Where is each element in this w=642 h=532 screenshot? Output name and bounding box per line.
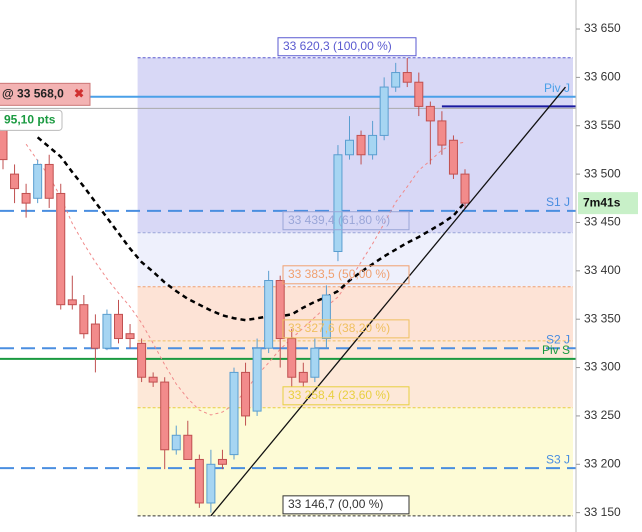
candle-body (183, 434, 193, 460)
fib-label: 33 620,3 (100,00 %) (283, 39, 392, 53)
fib-label: 33 146,7 (0,00 %) (288, 497, 383, 511)
fib-label-box (282, 386, 410, 406)
y-tick-label: 33 200 (584, 456, 621, 470)
pnl-label: 95,10 pts (4, 113, 56, 127)
trend-line (210, 86, 566, 517)
fib-label: 33 258,4 (23,60 %) (288, 388, 390, 402)
candle-body (425, 105, 435, 122)
candle-body (437, 120, 447, 146)
candle-body (114, 313, 123, 340)
pivot-label: S3 J (546, 452, 570, 466)
candle-body (33, 163, 43, 199)
candle-body (275, 280, 285, 340)
candle-body (194, 458, 204, 504)
candle-body (264, 280, 274, 349)
candle-body (460, 173, 470, 204)
candle-body (125, 333, 135, 340)
pivot-label: S2 J (546, 332, 570, 346)
pivot-label: Piv S (542, 343, 570, 357)
y-tick-label: 33 600 (584, 70, 621, 84)
timer-label: 7m41s (583, 195, 621, 209)
pivot-label: S1 J (546, 195, 570, 209)
candle-body (10, 173, 20, 190)
candle-body (56, 192, 66, 306)
candle-body (333, 154, 343, 252)
y-tick-label: 33 400 (584, 263, 621, 277)
fib-label-box (277, 37, 417, 57)
fib-label-box (282, 211, 410, 231)
candle-body (44, 163, 54, 199)
y-tick-label: 33 550 (584, 118, 621, 132)
candle-body (321, 294, 331, 340)
candle-body (79, 304, 89, 335)
candle-body (414, 81, 424, 107)
candle-body (241, 371, 251, 417)
y-tick-label: 33 150 (584, 505, 621, 519)
fib-zone (137, 340, 573, 408)
fib-label-box (282, 319, 410, 339)
candle-body (148, 376, 158, 383)
candle-body (356, 134, 366, 156)
fib-zone (137, 286, 573, 341)
candle-body (217, 458, 227, 465)
fib-label-box (282, 265, 410, 285)
pivot-label: Piv J (544, 81, 570, 95)
fib-label-box (282, 495, 410, 515)
candle-body (379, 86, 389, 136)
fib-zone (137, 57, 573, 233)
pnl-box (0, 109, 63, 131)
order-label: @ 33 568,0 (2, 87, 64, 101)
candle-body (206, 463, 216, 504)
candle-body (252, 347, 262, 412)
order-box (0, 82, 91, 106)
y-tick-label: 33 500 (584, 166, 621, 180)
close-order[interactable]: ✖ (74, 87, 84, 101)
candle-body (160, 381, 170, 451)
y-tick-label: 33 350 (584, 311, 621, 325)
candle-body (448, 139, 458, 175)
candle-body (102, 313, 112, 349)
fib-zone (137, 232, 573, 287)
candle-body (391, 72, 401, 88)
timer-box (578, 192, 638, 215)
moving-average (36, 136, 466, 322)
y-tick-label: 33 650 (584, 21, 621, 35)
fib-label: 33 439,4 (61,80 %) (288, 213, 390, 227)
candle-body (90, 323, 100, 349)
candle-body (21, 192, 31, 204)
fib-label: 33 327,6 (38,20 %) (288, 321, 390, 335)
candle-body (402, 72, 412, 83)
fib-label: 33 383,5 (50,00 %) (288, 267, 390, 281)
y-tick-label: 33 250 (584, 408, 621, 422)
candle-body (137, 342, 147, 378)
candle-body (345, 139, 354, 156)
candle-body (67, 299, 77, 306)
y-tick-label: 33 300 (584, 360, 621, 374)
candle-body (368, 134, 378, 156)
candle-body (310, 347, 320, 378)
candle-body (171, 434, 181, 451)
candle-body (298, 371, 308, 383)
candle-body (229, 371, 239, 456)
candle-body (287, 338, 297, 378)
y-tick-label: 33 450 (584, 215, 621, 229)
